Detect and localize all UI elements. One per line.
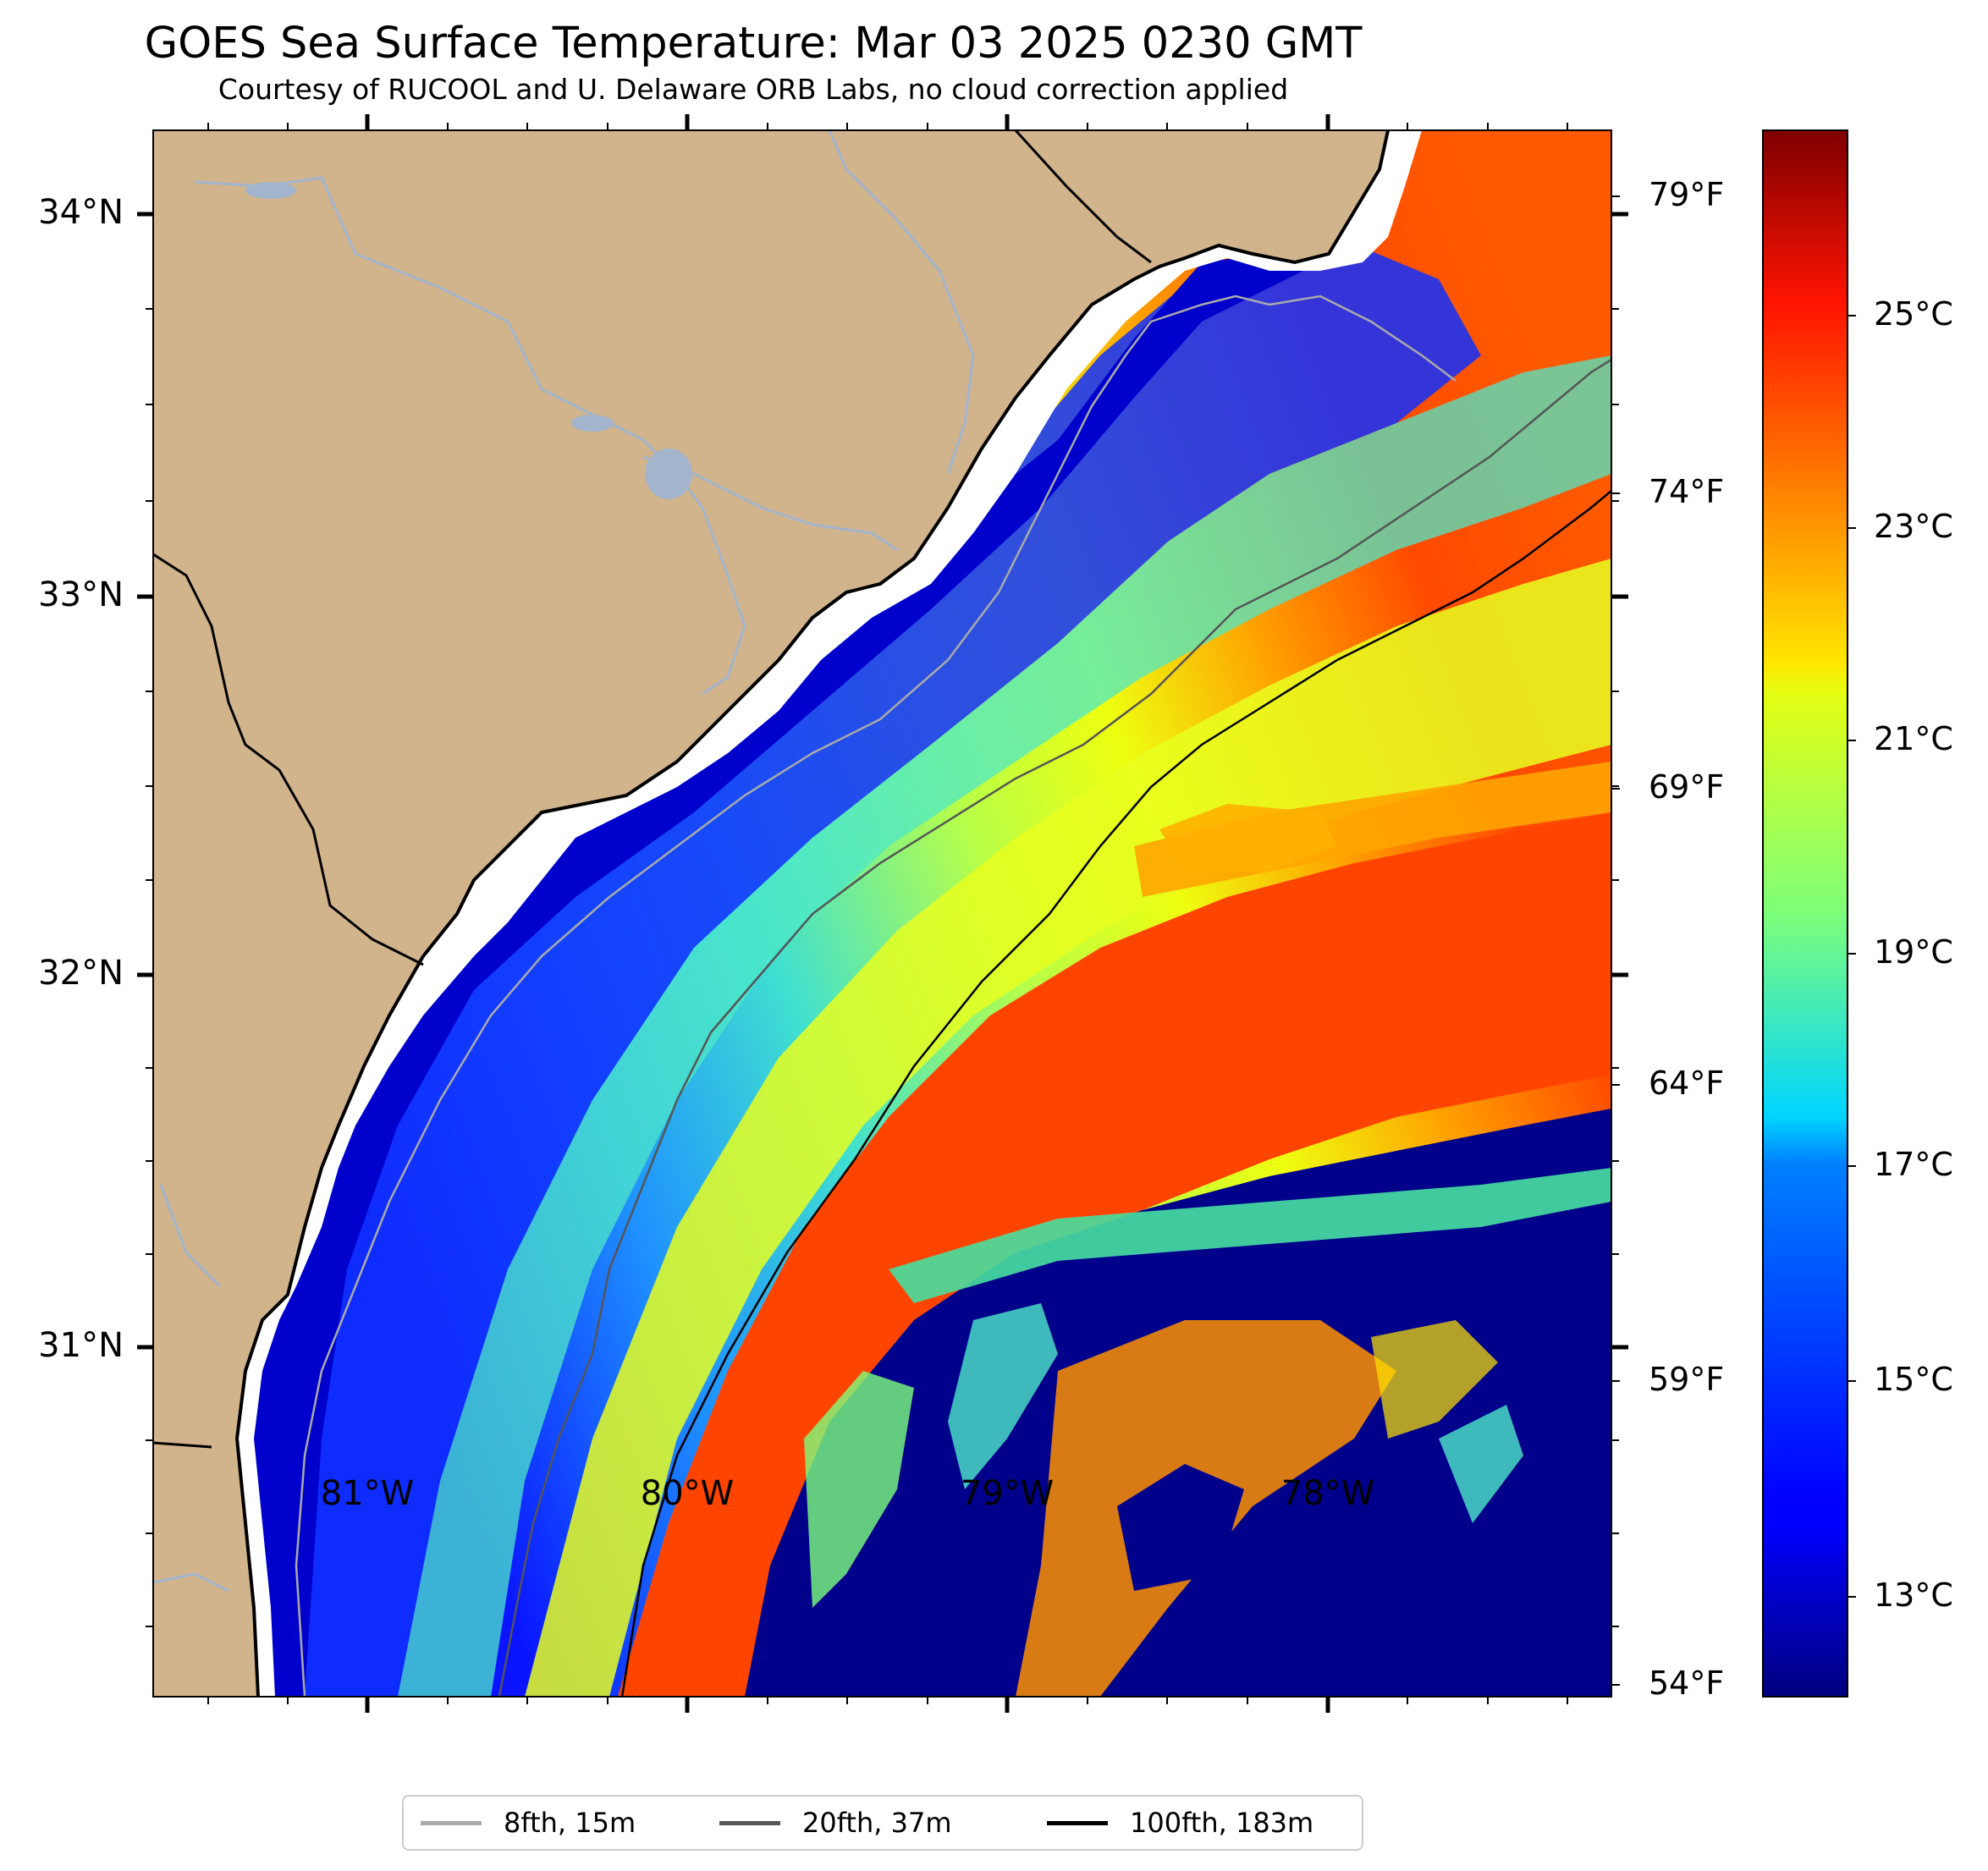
minor-ticks xyxy=(146,123,1619,1704)
contour-100fth xyxy=(620,490,1611,1697)
map-subtitle: Courtesy of RUCOOL and U. Delaware ORB L… xyxy=(218,73,1289,106)
lat-label: 34°N xyxy=(38,193,124,232)
lon-label: 79°W xyxy=(960,1474,1055,1513)
legend-item-8fth: 8fth, 15m xyxy=(421,1797,636,1849)
legend-line-icon xyxy=(421,1820,482,1825)
map-frame xyxy=(152,129,1612,1698)
lake xyxy=(245,182,296,199)
shelf-cyan-band xyxy=(398,355,1611,1697)
legend-label: 100fth, 183m xyxy=(1130,1807,1314,1839)
colorbar-label: 13°C xyxy=(1874,1577,1953,1614)
lon-major-ticks xyxy=(365,114,1330,1713)
colorbar-label: 17°C xyxy=(1874,1146,1953,1183)
map-title: GOES Sea Surface Temperature: Mar 03 202… xyxy=(144,19,1363,69)
legend-item-100fth: 100fth, 183m xyxy=(1047,1797,1313,1849)
colorbar-ticks xyxy=(1848,315,1856,1598)
cold-region-streak xyxy=(1117,1464,1244,1591)
contour-20fth xyxy=(498,358,1611,1697)
colorbar-label: 25°C xyxy=(1874,295,1953,333)
legend: 8fth, 15m 20fth, 37m 100fth, 183m xyxy=(402,1795,1363,1851)
temp-f-label: 59°F xyxy=(1649,1361,1725,1398)
warm-eddy xyxy=(1159,804,1337,872)
colorbar xyxy=(1762,129,1848,1698)
colorbar-label: 21°C xyxy=(1874,720,1953,757)
lat-label: 32°N xyxy=(38,954,124,993)
lake xyxy=(571,415,614,432)
legend-item-20fth: 20fth, 37m xyxy=(719,1797,951,1849)
lon-label: 81°W xyxy=(320,1474,415,1513)
temp-f-label: 79°F xyxy=(1649,176,1725,213)
river xyxy=(153,1572,229,1593)
colorbar-label: 15°C xyxy=(1874,1361,1953,1398)
land xyxy=(153,130,1388,1697)
gulf-stream-warm-core xyxy=(618,812,1611,1697)
state-boundary xyxy=(153,1441,212,1449)
colorbar-label: 23°C xyxy=(1874,508,1953,545)
legend-line-icon xyxy=(1047,1820,1108,1825)
temp-f-label: 64°F xyxy=(1649,1065,1725,1102)
right-major-ticks xyxy=(1611,212,1628,1350)
lon-label: 80°W xyxy=(640,1474,735,1513)
nodata-coastal-strip xyxy=(237,130,1422,1697)
temp-f-label: 74°F xyxy=(1649,473,1725,510)
lake xyxy=(645,448,692,499)
legend-label: 8fth, 15m xyxy=(504,1807,636,1839)
temp-f-label: 69°F xyxy=(1649,768,1725,806)
coastline xyxy=(234,130,1390,1697)
cold-region-streak xyxy=(1439,1405,1523,1523)
cold-region-streak xyxy=(948,1303,1058,1489)
river xyxy=(828,130,975,475)
contour-8fth xyxy=(295,294,1457,1697)
lat-label: 33°N xyxy=(38,575,124,614)
frontal-yellow-band xyxy=(525,559,1611,1697)
state-boundary xyxy=(1014,130,1152,264)
temp-f-label: 54°F xyxy=(1649,1665,1725,1702)
cold-region-streak xyxy=(804,1371,914,1608)
legend-label: 20fth, 37m xyxy=(802,1807,952,1839)
lon-label: 78°W xyxy=(1280,1474,1375,1513)
left-major-ticks xyxy=(137,212,153,1350)
lat-label: 31°N xyxy=(38,1326,124,1365)
colorbar-label: 19°C xyxy=(1874,933,1953,971)
state-boundary xyxy=(153,553,424,966)
river xyxy=(159,1184,222,1288)
cold-region-streak xyxy=(1371,1320,1498,1439)
fahrenheit-ticks xyxy=(1611,195,1620,1686)
legend-line-icon xyxy=(719,1820,780,1825)
cold-region-streak xyxy=(889,1168,1611,1303)
